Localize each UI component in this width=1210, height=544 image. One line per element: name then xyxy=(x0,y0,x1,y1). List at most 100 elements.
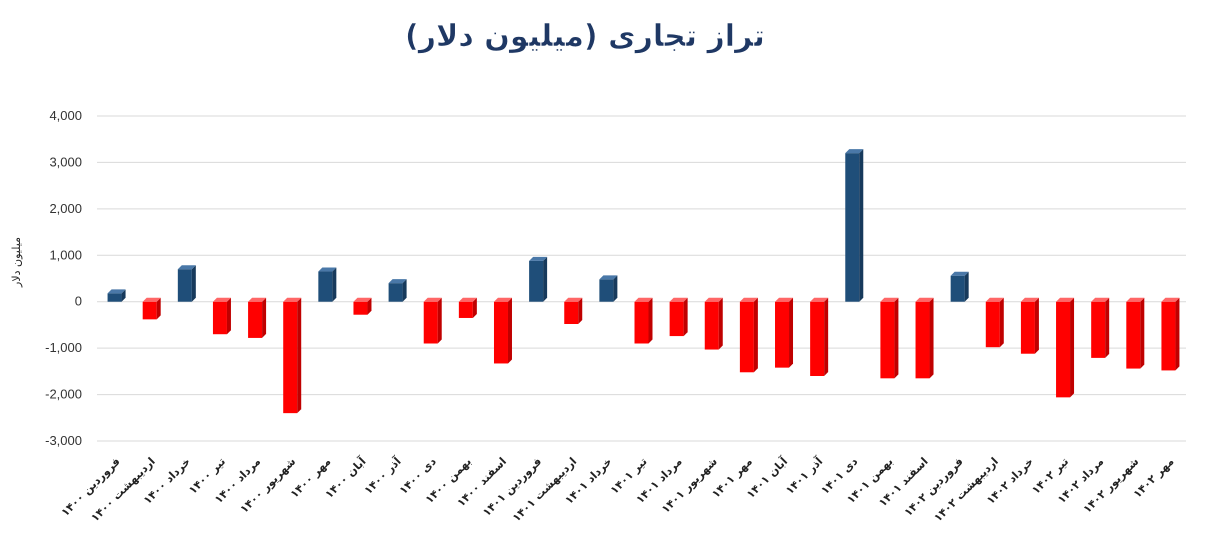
bar-front xyxy=(142,301,157,320)
bar-front xyxy=(177,269,192,302)
bar xyxy=(704,297,723,350)
bar-front xyxy=(985,301,1000,348)
x-tick-label: اردیبهشت ۱۴۰۲ xyxy=(931,455,1000,524)
bar-side xyxy=(824,297,829,376)
bar-front xyxy=(775,301,790,368)
bar-side xyxy=(1070,297,1075,398)
bar-side xyxy=(437,297,442,344)
x-tick-label: فروردین ۱۴۰۰ xyxy=(59,455,123,519)
bar-side xyxy=(1175,297,1180,371)
bar-top xyxy=(599,275,618,280)
bar-top xyxy=(353,297,372,302)
x-tick-label: اردیبهشت ۱۴۰۱ xyxy=(510,455,579,524)
y-axis-label: میلیون دلار xyxy=(10,237,23,288)
bar-front xyxy=(564,301,579,324)
bar-front xyxy=(107,293,122,302)
bar-side xyxy=(543,256,548,302)
bar-side xyxy=(402,279,407,302)
bar-top xyxy=(669,297,688,302)
y-tick-label: 2,000 xyxy=(49,201,82,216)
bar-top xyxy=(248,297,267,302)
bar-side xyxy=(648,297,653,344)
bar-top xyxy=(810,297,829,302)
bar xyxy=(634,297,653,344)
bar-top xyxy=(1020,297,1039,302)
grid-layer xyxy=(97,115,1186,442)
bar-side xyxy=(999,297,1004,348)
bar xyxy=(177,265,196,302)
bar-top xyxy=(564,297,583,302)
bar-front xyxy=(810,301,825,376)
bar-front xyxy=(599,279,614,302)
bar-top xyxy=(985,297,1004,302)
bar xyxy=(388,279,407,302)
bar-top xyxy=(423,297,442,302)
bar-side xyxy=(718,297,723,350)
bar xyxy=(1161,297,1180,371)
bar-front xyxy=(458,301,473,318)
bar xyxy=(142,297,161,320)
bar-front xyxy=(248,301,263,338)
bar-top xyxy=(529,256,548,261)
bar-top xyxy=(1126,297,1145,302)
y-tick-label: -2,000 xyxy=(45,387,82,402)
bar-top xyxy=(212,297,231,302)
bar-side xyxy=(683,297,688,337)
y-tick-label: -3,000 xyxy=(45,433,82,448)
bar xyxy=(1020,297,1039,354)
bar-side xyxy=(472,297,477,318)
bar xyxy=(1056,297,1075,398)
bar xyxy=(915,297,934,379)
bar-side xyxy=(613,275,618,302)
bar-side xyxy=(121,289,126,302)
bar-side xyxy=(1034,297,1039,354)
bar-side xyxy=(332,267,337,302)
bar-side xyxy=(262,297,267,338)
bar-side xyxy=(1105,297,1110,358)
bar xyxy=(529,256,548,302)
bar-side xyxy=(929,297,934,379)
x-tick-label: آذر ۱۴۰۰ xyxy=(361,454,404,497)
bar-side xyxy=(1140,297,1145,369)
bar xyxy=(212,297,231,335)
bar-front xyxy=(283,301,298,414)
bar-side xyxy=(789,297,794,368)
bar-side xyxy=(226,297,231,335)
bar-front xyxy=(950,275,965,302)
y-tick-label: 1,000 xyxy=(49,247,82,262)
bar-top xyxy=(283,297,302,302)
bar xyxy=(775,297,794,368)
bar-front xyxy=(318,271,333,302)
bar xyxy=(318,267,337,302)
bar-front xyxy=(1161,301,1176,371)
bar-top xyxy=(388,279,407,284)
bar xyxy=(248,297,267,338)
bar-front xyxy=(739,301,754,373)
bar xyxy=(564,297,583,324)
y-tick-label: 3,000 xyxy=(49,154,82,169)
bar-front xyxy=(704,301,719,350)
bar xyxy=(880,297,899,379)
bar-side xyxy=(578,297,583,324)
bar xyxy=(458,297,477,318)
bar-top xyxy=(1056,297,1075,302)
bar-top xyxy=(142,297,161,302)
bar-top xyxy=(880,297,899,302)
bar-side xyxy=(367,297,372,315)
bar xyxy=(599,275,618,302)
bar-front xyxy=(493,301,508,364)
bar-top xyxy=(739,297,758,302)
bar-top xyxy=(318,267,337,272)
bar-top xyxy=(634,297,653,302)
bar xyxy=(950,271,969,302)
bar xyxy=(669,297,688,337)
y-tick-label: 4,000 xyxy=(49,108,82,123)
bar-front xyxy=(915,301,930,379)
bar xyxy=(423,297,442,344)
bar-top xyxy=(775,297,794,302)
bar-front xyxy=(529,260,544,302)
bar-top xyxy=(493,297,512,302)
chart-title: تراز تجاری (میلیون دلار) xyxy=(405,19,765,54)
